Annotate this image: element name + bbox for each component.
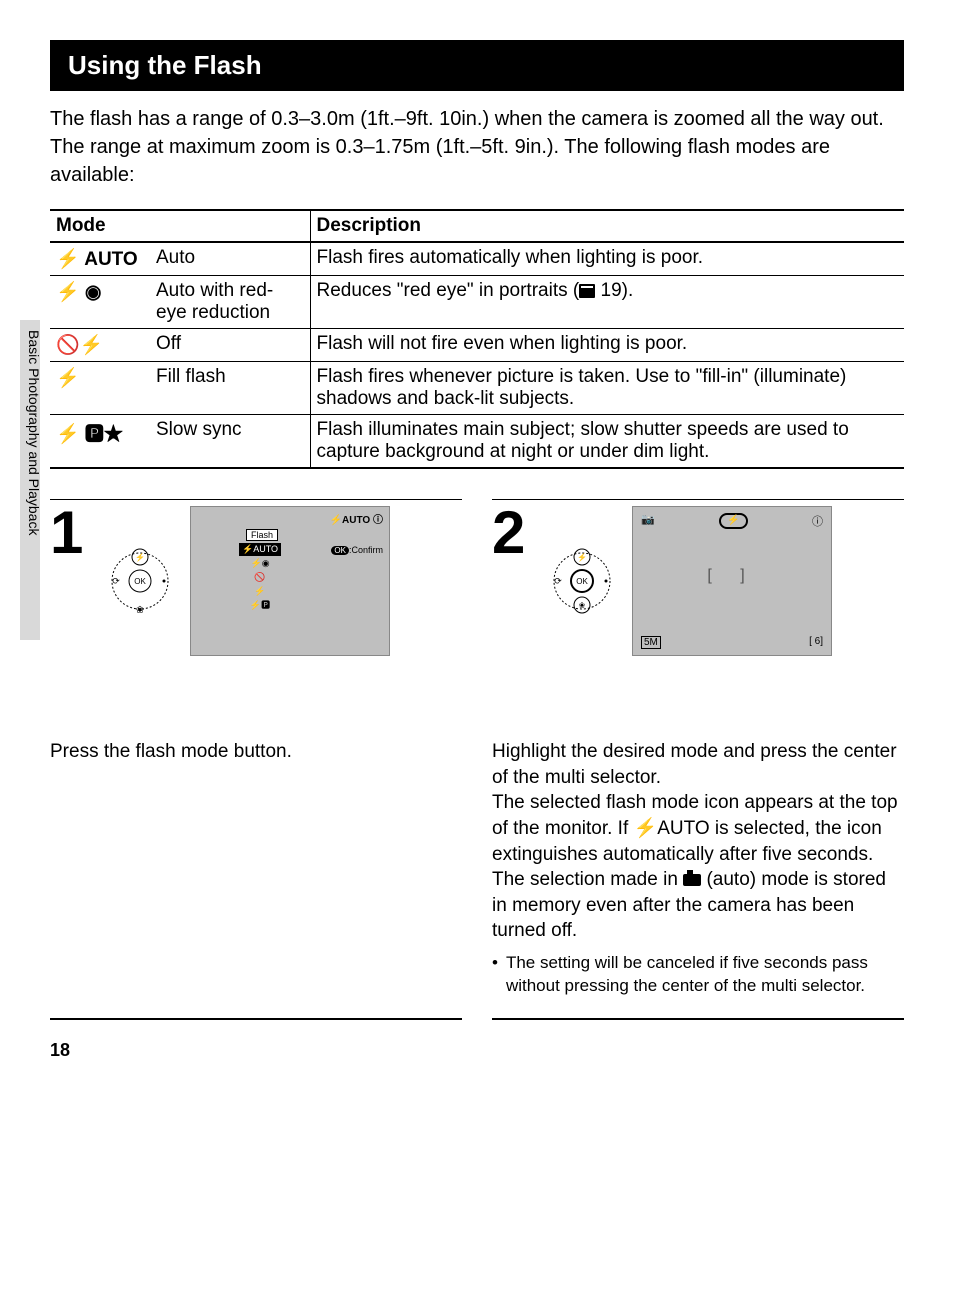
mode-icon: ⚡ 🅿★ [50,415,150,469]
step2-bullet: • The setting will be canceled if five s… [492,952,904,998]
mode-name: Fill flash [150,362,310,415]
mode-name: Slow sync [150,415,310,469]
step2-screen: 📷 ⚡ ⓘ [ ] 5M [ 6] [632,506,832,656]
table-row: ⚡ AUTO Auto Flash fires automatically wh… [50,242,904,276]
desc-suffix: 19). [595,280,633,301]
svg-text:⚡: ⚡ [135,552,145,562]
mode-icon: ⚡ AUTO [50,242,150,276]
screen-top-right: ⚡AUTO ⓘ [330,511,383,526]
confirm-text: :Confirm [349,545,383,555]
bullet-dot: • [492,952,498,998]
menu-selected: ⚡AUTO [239,543,281,556]
flash-modes-table: Mode Description ⚡ AUTO Auto Flash fires… [50,209,904,469]
step1-screen: ⚡AUTO ⓘ Flash ⚡AUTO ⚡◉ 🚫 ⚡ ⚡🅿 OK:Confirm [190,506,390,656]
mode-desc: Flash will not fire even when lighting i… [310,329,904,362]
svg-text:⟳: ⟳ [112,576,120,586]
step-number: 1 [50,506,90,560]
mode-desc: Flash fires whenever picture is taken. U… [310,362,904,415]
step1-instruction: Press the flash mode button. [50,739,462,765]
bullet-text: The setting will be canceled if five sec… [506,952,904,998]
svg-text:⟳: ⟳ [554,576,562,586]
desc-prefix: Reduces "red eye" in portraits ( [317,280,580,301]
steps-row: 1 OK ⚡ ❀ ⟳ ⚡AUTO ⓘ Flash ⚡AUTO [50,499,904,1020]
screen2-in-icon: ⓘ [812,513,823,529]
mode-icon: ⚡ [50,362,150,415]
page-number: 18 [50,1040,904,1061]
mode-icon: 🚫⚡ [50,329,150,362]
mode-name: Auto [150,242,310,276]
step-number: 2 [492,506,532,560]
step-2: 2 OK ⚡ ❀ ⟳ 📷 ⚡ ⓘ [492,499,904,1020]
page-ref-icon [579,284,595,298]
mode-desc: Flash fires automatically when lighting … [310,242,904,276]
screen-ok-confirm: OK:Confirm [331,545,383,555]
th-desc: Description [310,210,904,242]
mode-name: Auto with red-eye reduction [150,276,310,329]
table-row: ⚡ 🅿★ Slow sync Flash illuminates main su… [50,415,904,469]
mode-icon: ⚡ ◉ [50,276,150,329]
ok-badge: OK [331,546,349,555]
menu-items: ⚡◉ 🚫 ⚡ ⚡🅿 [250,558,270,610]
svg-text:OK: OK [576,577,588,586]
side-label: Basic Photography and Playback [26,330,42,535]
step-1: 1 OK ⚡ ❀ ⟳ ⚡AUTO ⓘ Flash ⚡AUTO [50,499,462,1020]
multi-selector-icon: OK ⚡ ❀ ⟳ [542,521,622,641]
mode-desc: Flash illuminates main subject; slow shu… [310,415,904,469]
svg-text:OK: OK [134,577,146,586]
step1-body: Press the flash mode button. [50,739,462,765]
step1-diagram: OK ⚡ ❀ ⟳ ⚡AUTO ⓘ Flash ⚡AUTO ⚡◉ 🚫 ⚡ ⚡🅿 [100,506,462,656]
screen-flash-menu: ⚡AUTO ⚡◉ 🚫 ⚡ ⚡🅿 [239,543,281,613]
screen2-flash-box: ⚡ [719,513,747,529]
step2-para: The selected flash mode icon appears at … [492,790,904,944]
multi-selector-icon: OK ⚡ ❀ ⟳ [100,521,180,641]
screen2-focus-brackets: [ ] [633,567,831,585]
intro-text: The flash has a range of 0.3–3.0m (1ft.–… [50,105,904,189]
page-title-bar: Using the Flash [50,40,904,91]
th-mode: Mode [50,210,310,242]
screen2-cam-icon: 📷 [641,513,655,529]
svg-text:⚡: ⚡ [577,552,587,562]
mode-name: Off [150,329,310,362]
table-row: ⚡ ◉ Auto with red-eye reduction Reduces … [50,276,904,329]
screen2-bot-right: [ 6] [809,636,823,649]
step2-lead: Highlight the desired mode and press the… [492,739,904,790]
step2-body: Highlight the desired mode and press the… [492,739,904,998]
svg-text:❀: ❀ [136,605,144,616]
step2-diagram: OK ⚡ ❀ ⟳ 📷 ⚡ ⓘ [ ] 5M [542,506,904,656]
mode-desc: Reduces "red eye" in portraits ( 19). [310,276,904,329]
table-row: 🚫⚡ Off Flash will not fire even when lig… [50,329,904,362]
screen2-bot-left: 5M [641,636,661,649]
svg-text:❀: ❀ [579,601,586,610]
camera-icon [683,874,701,886]
table-row: ⚡ Fill flash Flash fires whenever pictur… [50,362,904,415]
screen-flash-label: Flash [246,529,278,541]
